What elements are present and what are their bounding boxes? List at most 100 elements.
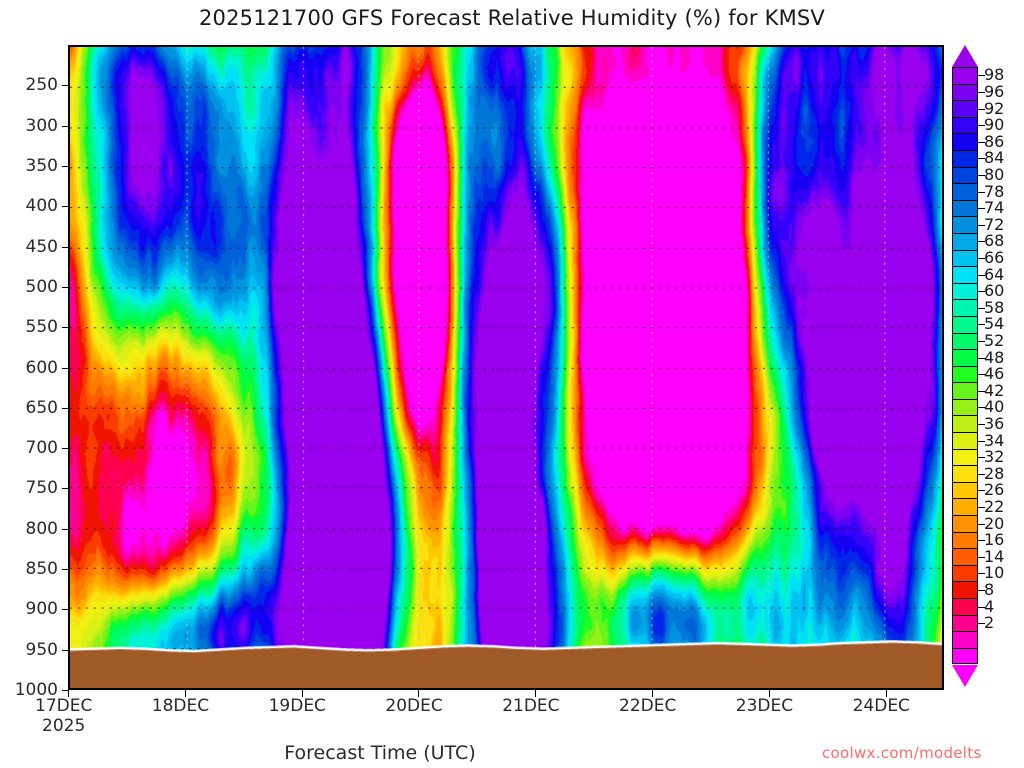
colorbar-tick-label: 60: [984, 281, 1005, 301]
colorbar-tick-label: 80: [984, 164, 1005, 184]
y-axis-tick-label: 450: [25, 236, 58, 257]
y-axis-tick-mark: [62, 367, 68, 369]
y-axis-tick-mark: [62, 165, 68, 167]
colorbar-tick-label: 40: [984, 397, 1005, 417]
colorbar-swatch: [952, 481, 978, 499]
colorbar-tick-mark: [978, 224, 985, 226]
colorbar-tick-mark: [978, 141, 985, 143]
y-axis-tick-mark: [62, 609, 68, 611]
colorbar-swatch: [952, 515, 978, 532]
colorbar-tick-mark: [978, 125, 985, 127]
colorbar-tick-mark: [978, 257, 985, 259]
y-axis-tick-mark: [62, 85, 68, 87]
colorbar-tick-mark: [978, 623, 985, 625]
colorbar-tick-label: 96: [984, 81, 1005, 101]
colorbar-tick-mark: [978, 556, 985, 558]
colorbar-swatch: [952, 216, 978, 233]
colorbar: 98 96 92 90 86 84 80 78 74 72 68 66 64 60 58 54 52 48 46 42…: [952, 45, 1022, 690]
colorbar-swatch: [952, 631, 978, 648]
x-axis-tick-label: 19DEC: [268, 696, 326, 716]
x-axis-tick-mark: [68, 690, 69, 697]
colorbar-tick-label: 90: [984, 115, 1005, 135]
y-axis-tick-mark: [62, 286, 68, 288]
colorbar-tick-label: 32: [984, 447, 1005, 467]
y-axis-tick-label: 900: [25, 599, 58, 620]
colorbar-swatch: [952, 448, 978, 466]
colorbar-tick-label: 46: [984, 364, 1005, 384]
colorbar-tick-label: 72: [984, 214, 1005, 234]
colorbar-tick-mark: [978, 423, 985, 425]
colorbar-swatch: [952, 498, 978, 516]
colorbar-tick-mark: [978, 174, 985, 176]
colorbar-tick-mark: [978, 274, 985, 276]
x-axis-tick-label: 24DEC: [852, 696, 910, 716]
x-axis-tick-label: 20DEC: [385, 696, 443, 716]
colorbar-tick-label: 66: [984, 247, 1005, 267]
colorbar-swatch: [952, 299, 978, 316]
colorbar-tick-label: 16: [984, 530, 1005, 550]
colorbar-tick-label: 26: [984, 480, 1005, 500]
colorbar-tick-mark: [978, 75, 985, 77]
colorbar-tick-mark: [978, 523, 985, 525]
page-title: 2025121700 GFS Forecast Relative Humidit…: [198, 6, 825, 30]
colorbar-swatch: [952, 100, 978, 117]
colorbar-tick-label: 10: [984, 563, 1005, 583]
colorbar-swatch: [952, 116, 978, 134]
x-axis-tick-label: 21DEC: [502, 696, 560, 716]
colorbar-tick-mark: [978, 307, 985, 309]
colorbar-tick-mark: [978, 589, 985, 591]
colorbar-swatch: [952, 415, 978, 433]
colorbar-swatch: [952, 83, 978, 101]
colorbar-swatch: [952, 149, 978, 167]
colorbar-swatch: [952, 133, 978, 150]
colorbar-tick-label: 64: [984, 264, 1005, 284]
colorbar-swatch: [952, 382, 978, 399]
colorbar-tick-label: 28: [984, 463, 1005, 483]
colorbar-tick-mark: [978, 374, 985, 376]
colorbar-tick-label: 2: [984, 613, 995, 633]
x-axis-tick-label: 18DEC: [151, 696, 210, 716]
colorbar-swatch: [952, 349, 978, 366]
y-axis-tick-mark: [62, 690, 68, 691]
y-axis-tick-label: 700: [25, 438, 58, 459]
y-axis-tick-label: 500: [25, 276, 58, 297]
colorbar-tick-mark: [978, 573, 985, 575]
x-axis-year-label: 2025: [42, 716, 86, 736]
colorbar-tick-label: 92: [984, 98, 1005, 118]
colorbar-tick-mark: [978, 241, 985, 243]
colorbar-tick-label: 68: [984, 231, 1005, 251]
colorbar-swatch: [952, 398, 978, 416]
y-axis-tick-label: 600: [25, 357, 58, 378]
y-axis-tick-label: 350: [25, 155, 58, 176]
colorbar-swatch: [952, 531, 978, 549]
colorbar-tick-label: 8: [984, 579, 995, 599]
colorbar-tick-mark: [978, 490, 985, 492]
colorbar-tick-mark: [978, 390, 985, 392]
y-axis-tick-label: 250: [25, 75, 58, 96]
colorbar-tick-label: 4: [984, 596, 995, 616]
y-axis-tick-label: 550: [25, 317, 58, 338]
colorbar-tick-label: 34: [984, 430, 1005, 450]
colorbar-tick-mark: [978, 340, 985, 342]
colorbar-tick-mark: [978, 506, 985, 508]
colorbar-tick-mark: [978, 440, 985, 442]
colorbar-tick-mark: [978, 473, 985, 475]
colorbar-swatch: [952, 315, 978, 333]
y-axis-tick-label: 750: [25, 478, 58, 499]
colorbar-tick-mark: [978, 208, 985, 210]
colorbar-tick-label: 42: [984, 380, 1005, 400]
colorbar-tick-label: 58: [984, 297, 1005, 317]
colorbar-under-arrow: [952, 664, 978, 687]
relative-humidity-heatmap: [70, 47, 942, 688]
colorbar-swatch: [952, 598, 978, 615]
y-axis-tick-label: 300: [25, 115, 58, 136]
colorbar-tick-label: 84: [984, 148, 1005, 168]
x-axis-tick-label: 22DEC: [619, 696, 677, 716]
x-axis-tick-mark: [418, 690, 420, 697]
x-axis-tick-mark: [652, 690, 653, 697]
colorbar-swatch: [952, 548, 978, 565]
attribution-link[interactable]: coolwx.com/modelts: [822, 744, 982, 762]
colorbar-tick-mark: [978, 357, 985, 359]
colorbar-tick-mark: [978, 457, 985, 459]
